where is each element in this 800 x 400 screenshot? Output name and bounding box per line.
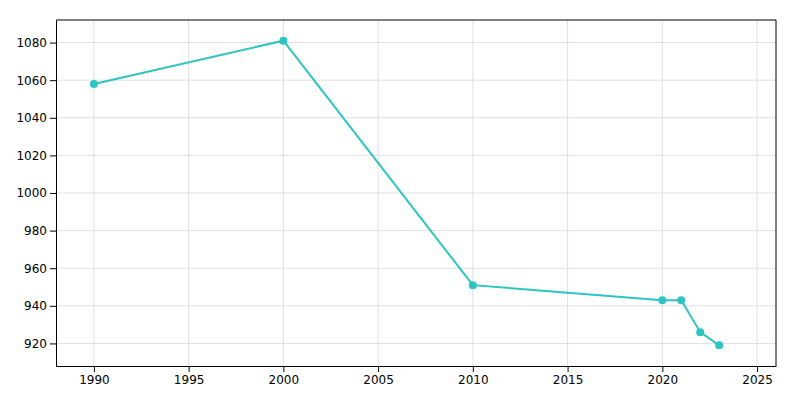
x-axis-tick-label: 1990 xyxy=(79,373,110,387)
y-axis-tick-label: 1000 xyxy=(16,186,47,200)
point xyxy=(677,296,685,304)
y-axis-tick: 1060 xyxy=(16,74,56,88)
x-axis-line xyxy=(57,366,777,367)
point xyxy=(696,328,704,336)
y-axis-tick-label: 1060 xyxy=(16,74,47,88)
x-axis-tick: 2010 xyxy=(458,366,489,387)
y-axis-tick-mark xyxy=(50,231,56,232)
y-axis-tick: 920 xyxy=(24,337,56,351)
y-axis-tick: 940 xyxy=(24,299,56,313)
point xyxy=(715,341,723,349)
y-axis-tick-label: 1080 xyxy=(16,36,47,50)
grid xyxy=(56,20,776,366)
y-axis-tick-mark xyxy=(50,118,56,119)
x-axis-tick-label: 2020 xyxy=(648,373,679,387)
grid-line-y xyxy=(56,193,776,194)
x-axis-tick: 2000 xyxy=(269,366,300,387)
x-axis-tick: 2015 xyxy=(553,366,584,387)
y-axis-tick-label: 960 xyxy=(24,262,47,276)
grid-line-y xyxy=(56,117,776,118)
point xyxy=(90,80,98,88)
y-axis-tick-label: 920 xyxy=(24,337,47,351)
y-axis-tick-label: 1040 xyxy=(16,111,47,125)
x-axis-tick-mark xyxy=(473,366,474,372)
chart-container: 1990 1995 2000 2005 2010 2015 2020 2025 920 940 96… xyxy=(0,0,800,400)
x-axis-tick-mark xyxy=(189,366,190,372)
x-axis: 1990 1995 2000 2005 2010 2015 2020 2025 xyxy=(57,366,777,387)
x-axis-tick: 1995 xyxy=(174,366,205,387)
y-axis-tick-mark xyxy=(50,80,56,81)
grid-line-y xyxy=(56,155,776,156)
y-axis-tick-mark xyxy=(50,268,56,269)
y-axis-line xyxy=(56,21,57,367)
y-axis-tick: 1080 xyxy=(16,36,56,50)
y-axis-tick-mark xyxy=(50,43,56,44)
plot-area: 1990 1995 2000 2005 2010 2015 2020 2025 920 940 96… xyxy=(16,20,776,387)
grid-line-y xyxy=(56,268,776,269)
x-axis-tick-mark xyxy=(568,366,569,372)
chart-svg: 1990 1995 2000 2005 2010 2015 2020 2025 920 940 96… xyxy=(0,0,800,400)
x-axis-tick: 2025 xyxy=(742,366,773,387)
grid-line-y xyxy=(56,42,776,43)
data-layer xyxy=(90,37,723,350)
x-axis-tick-label: 2005 xyxy=(363,373,394,387)
y-axis-tick-mark xyxy=(50,306,56,307)
line xyxy=(94,41,719,346)
x-axis-tick-mark xyxy=(662,366,663,372)
y-axis-tick: 1020 xyxy=(16,149,56,163)
y-axis-tick: 980 xyxy=(24,224,56,238)
x-axis-tick-mark xyxy=(94,366,95,372)
grid-line-y xyxy=(56,343,776,344)
x-axis-tick-mark xyxy=(757,366,758,372)
y-axis-tick-label: 1020 xyxy=(16,149,47,163)
point xyxy=(658,296,666,304)
frame-right xyxy=(776,20,777,366)
y-axis-tick-mark xyxy=(50,155,56,156)
x-axis-tick-mark xyxy=(283,366,284,372)
point xyxy=(469,281,477,289)
x-axis-tick-label: 2000 xyxy=(269,373,300,387)
y-axis-tick: 960 xyxy=(24,262,56,276)
grid-line-y xyxy=(56,230,776,231)
x-axis-tick-label: 1995 xyxy=(174,373,205,387)
point xyxy=(279,37,287,45)
y-axis-tick-label: 980 xyxy=(24,224,47,238)
y-axis-tick: 1040 xyxy=(16,111,56,125)
x-axis-tick-label: 2015 xyxy=(553,373,584,387)
y-axis-tick-mark xyxy=(50,343,56,344)
x-axis-tick-label: 2010 xyxy=(458,373,489,387)
x-axis-tick: 1990 xyxy=(79,366,110,387)
grid-line-y xyxy=(56,80,776,81)
y-axis-tick-mark xyxy=(50,193,56,194)
y-axis: 920 940 960 980 1000 1020 1040 1060 1080 xyxy=(16,21,56,367)
y-axis-tick-label: 940 xyxy=(24,299,47,313)
x-axis-tick-label: 2025 xyxy=(742,373,773,387)
frame-top xyxy=(56,20,776,21)
x-axis-tick: 2020 xyxy=(648,366,679,387)
x-axis-tick-mark xyxy=(378,366,379,372)
x-axis-tick: 2005 xyxy=(363,366,394,387)
y-axis-tick: 1000 xyxy=(16,186,56,200)
grid-line-y xyxy=(56,305,776,306)
